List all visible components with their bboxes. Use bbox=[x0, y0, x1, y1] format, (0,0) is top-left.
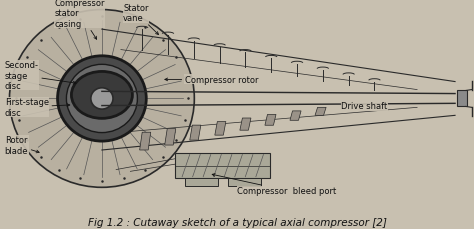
Polygon shape bbox=[215, 122, 226, 136]
Polygon shape bbox=[290, 111, 301, 121]
Ellipse shape bbox=[9, 11, 194, 188]
Polygon shape bbox=[265, 115, 276, 126]
Bar bbox=[228, 178, 261, 186]
Ellipse shape bbox=[66, 65, 137, 133]
Text: Stator
vane: Stator vane bbox=[123, 4, 158, 35]
Ellipse shape bbox=[57, 57, 146, 142]
Text: Drive shaft: Drive shaft bbox=[341, 102, 388, 111]
Text: Rotor
blade: Rotor blade bbox=[5, 136, 39, 155]
Text: Compressor
stator
casing: Compressor stator casing bbox=[55, 0, 105, 40]
Polygon shape bbox=[190, 125, 201, 140]
Text: Compressor  bleed port: Compressor bleed port bbox=[212, 174, 336, 195]
Polygon shape bbox=[140, 133, 151, 150]
Text: Fig 1.2 : Cutaway sketch of a typical axial compressor [2]: Fig 1.2 : Cutaway sketch of a typical ax… bbox=[88, 217, 386, 227]
Text: Second-
stage
disc: Second- stage disc bbox=[5, 61, 76, 91]
Polygon shape bbox=[315, 108, 326, 116]
Text: Compressor rotor: Compressor rotor bbox=[165, 76, 258, 85]
FancyBboxPatch shape bbox=[457, 91, 467, 107]
Polygon shape bbox=[164, 129, 176, 145]
Polygon shape bbox=[240, 118, 251, 131]
Ellipse shape bbox=[91, 88, 113, 110]
Text: First-stage
disc: First-stage disc bbox=[5, 98, 70, 117]
Bar bbox=[175, 154, 270, 178]
Bar bbox=[185, 178, 218, 186]
Ellipse shape bbox=[72, 72, 132, 119]
